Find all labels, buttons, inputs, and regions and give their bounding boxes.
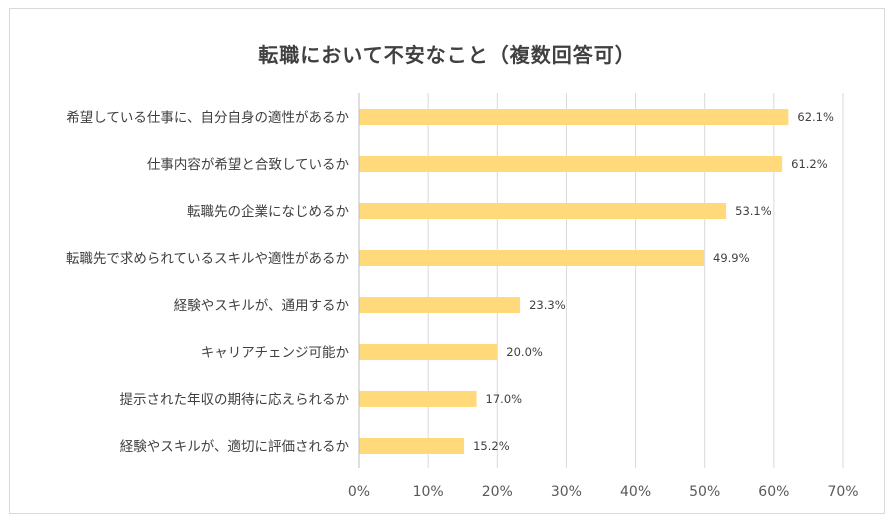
x-tick-label: 30%	[551, 484, 582, 500]
bar	[359, 156, 783, 172]
category-label: 提示された年収の期待に応えられるか	[120, 392, 350, 408]
bar	[359, 109, 789, 125]
x-tick-label: 40%	[620, 484, 651, 500]
data-label: 15.2%	[473, 439, 510, 453]
x-tick-label: 50%	[689, 484, 720, 500]
data-label: 17.0%	[486, 392, 523, 406]
bar	[359, 438, 465, 454]
category-label: 仕事内容が希望と合致しているか	[147, 156, 350, 173]
bar	[359, 203, 727, 219]
data-label: 62.1%	[797, 110, 834, 124]
category-label: 転職先の企業になじめるか	[187, 203, 349, 220]
x-tick-label: 60%	[758, 484, 789, 500]
x-tick-label: 0%	[348, 484, 370, 500]
data-label: 49.9%	[713, 251, 750, 265]
chart-title: 転職において不安なこと（複数回答可）	[258, 43, 636, 67]
bar	[359, 344, 498, 360]
data-label: 61.2%	[791, 157, 828, 171]
category-label: キャリアチェンジ可能か	[201, 345, 350, 361]
category-label: 希望している仕事に、自分自身の適性があるか	[66, 109, 349, 126]
bar	[359, 297, 521, 313]
data-label: 23.3%	[529, 298, 566, 312]
bar	[359, 250, 705, 266]
data-label: 20.0%	[506, 345, 543, 359]
category-label: 経験やスキルが、通用するか	[174, 298, 350, 314]
bar	[359, 391, 477, 407]
data-label: 53.1%	[735, 204, 772, 218]
category-label: 転職先で求められているスキルや適性があるか	[66, 250, 350, 267]
category-label: 経験やスキルが、適切に評価されるか	[120, 438, 350, 455]
x-tick-label: 20%	[482, 484, 513, 500]
x-tick-label: 70%	[827, 484, 858, 500]
x-tick-label: 10%	[413, 484, 444, 500]
